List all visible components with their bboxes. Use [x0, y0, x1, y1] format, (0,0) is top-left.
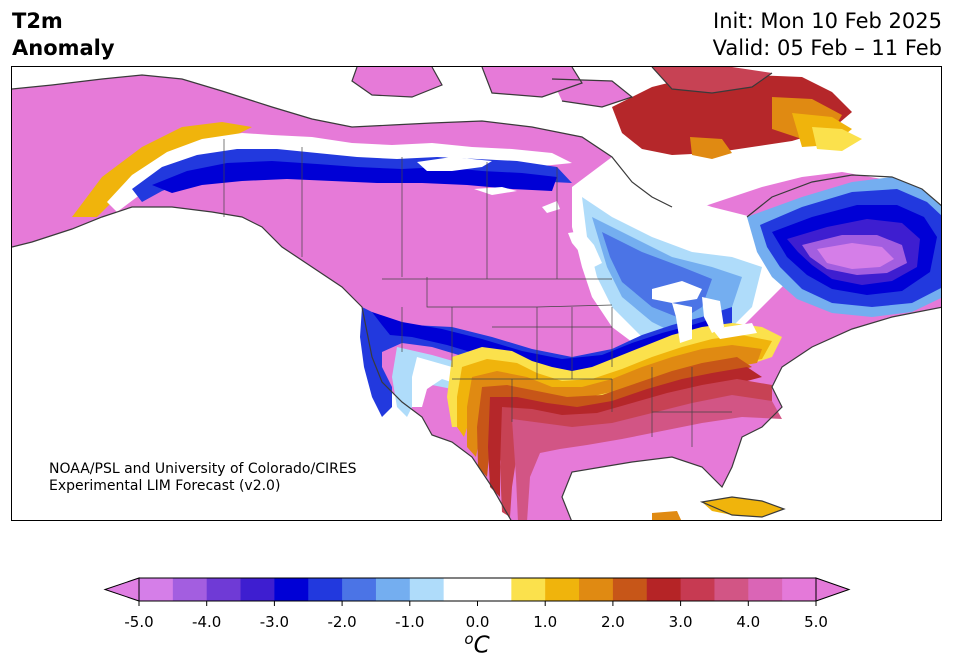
colorbar-segment — [409, 578, 445, 601]
anomaly-map — [11, 66, 942, 521]
colorbar-tick-label: -3.0 — [259, 613, 290, 631]
colorbar-segment — [206, 578, 242, 601]
colorbar-tick-label: 5.0 — [804, 613, 828, 631]
colorbar-segment — [342, 578, 377, 601]
colorbar-tick-label: 2.0 — [600, 613, 625, 631]
colorbar-segment — [612, 578, 648, 601]
colorbar-tick-label: 1.0 — [533, 613, 558, 631]
colorbar-segment — [274, 578, 309, 601]
colorbar-segment — [748, 578, 783, 601]
units-superscript: o — [464, 630, 474, 648]
colorbar-segment — [375, 578, 411, 601]
colorbar-tick-label: -4.0 — [192, 613, 222, 631]
colorbar-tick-label: 4.0 — [736, 613, 761, 631]
colorbar-segment — [680, 578, 715, 601]
init-date: Init: Mon 10 Feb 2025 — [713, 9, 942, 33]
colorbar-segment — [545, 578, 580, 601]
colorbar-segment — [511, 578, 546, 601]
colorbar-segment — [782, 578, 817, 601]
colorbar-tick-label: -2.0 — [327, 613, 357, 631]
map-svg — [12, 67, 941, 520]
colorbar-segment — [714, 578, 749, 601]
credit-line-2: Experimental LIM Forecast (v2.0) — [49, 478, 281, 494]
colorbar-tick-label: -5.0 — [124, 613, 154, 631]
forecast-dates: Init: Mon 10 Feb 2025 Valid: 05 Feb – 11… — [713, 8, 942, 62]
credit-line-1: NOAA/PSL and University of Colorado/CIRE… — [49, 461, 357, 477]
colorbar-segment — [240, 578, 275, 601]
colorbar-tick-label: -1.0 — [395, 613, 425, 631]
colorbar-tick-label: 0.0 — [465, 613, 490, 631]
colorbar-tick-label: 3.0 — [668, 613, 693, 631]
units-base: C — [473, 632, 490, 659]
colorbar-segment — [579, 578, 614, 601]
colorbar-extend-high — [815, 577, 851, 602]
colorbar-segment — [443, 578, 478, 601]
colorbar-segment — [477, 578, 512, 601]
colorbar-segment — [139, 578, 174, 601]
valid-period: Valid: 05 Feb – 11 Feb — [712, 36, 942, 60]
title-line-2: Anomaly — [12, 36, 115, 60]
colorbar-units: oC — [464, 630, 489, 659]
map-title: T2m Anomaly — [12, 8, 115, 62]
colorbar-segment — [646, 578, 682, 601]
credit-text: NOAA/PSL and University of Colorado/CIRE… — [49, 461, 357, 495]
colorbar-segment — [172, 578, 208, 601]
colorbar-outline — [138, 577, 817, 602]
title-line-1: T2m — [12, 9, 63, 33]
colorbar-extend-low — [103, 577, 140, 602]
colorbar-segment — [308, 578, 343, 601]
